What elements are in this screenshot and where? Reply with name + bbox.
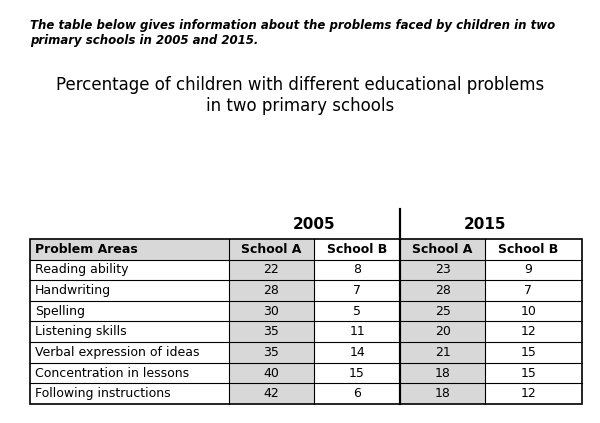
Bar xyxy=(229,363,314,383)
Bar xyxy=(400,363,485,383)
Text: 15: 15 xyxy=(349,367,365,379)
Bar xyxy=(314,363,400,383)
Bar xyxy=(485,383,571,404)
Text: School A: School A xyxy=(412,243,473,256)
Bar xyxy=(400,342,485,363)
Text: School A: School A xyxy=(241,243,302,256)
Bar xyxy=(229,321,314,342)
Text: Following instructions: Following instructions xyxy=(35,387,170,400)
Text: 28: 28 xyxy=(263,284,280,297)
Bar xyxy=(30,301,229,321)
Text: 11: 11 xyxy=(349,325,365,338)
Bar xyxy=(314,239,400,260)
Text: 5: 5 xyxy=(353,305,361,318)
Bar xyxy=(400,383,485,404)
Bar xyxy=(30,239,582,404)
Bar xyxy=(30,239,229,260)
Bar xyxy=(314,260,400,280)
Bar xyxy=(485,280,571,301)
Text: Spelling: Spelling xyxy=(35,305,85,318)
Text: Percentage of children with different educational problems
in two primary school: Percentage of children with different ed… xyxy=(56,76,544,115)
Text: School B: School B xyxy=(498,243,559,256)
Text: 23: 23 xyxy=(435,264,451,276)
Bar xyxy=(485,239,571,260)
Text: 18: 18 xyxy=(434,387,451,400)
Text: 10: 10 xyxy=(520,305,536,318)
Text: 15: 15 xyxy=(520,367,536,379)
Bar xyxy=(314,280,400,301)
Text: 12: 12 xyxy=(520,325,536,338)
Text: 35: 35 xyxy=(263,325,280,338)
Text: 14: 14 xyxy=(349,346,365,359)
Bar xyxy=(400,321,485,342)
Bar xyxy=(314,321,400,342)
Text: 2005: 2005 xyxy=(293,217,335,232)
Text: 7: 7 xyxy=(353,284,361,297)
Bar xyxy=(229,260,314,280)
Text: 15: 15 xyxy=(520,346,536,359)
Bar xyxy=(485,321,571,342)
Text: 18: 18 xyxy=(434,367,451,379)
Text: Concentration in lessons: Concentration in lessons xyxy=(35,367,189,379)
Bar xyxy=(485,342,571,363)
Text: Reading ability: Reading ability xyxy=(35,264,128,276)
Bar xyxy=(400,280,485,301)
Bar xyxy=(485,363,571,383)
Text: 30: 30 xyxy=(263,305,280,318)
Bar xyxy=(400,239,485,260)
Bar xyxy=(30,363,229,383)
Text: 6: 6 xyxy=(353,387,361,400)
Text: Problem Areas: Problem Areas xyxy=(35,243,137,256)
Text: 9: 9 xyxy=(524,264,532,276)
Bar xyxy=(314,383,400,404)
Text: Verbal expression of ideas: Verbal expression of ideas xyxy=(35,346,199,359)
Bar xyxy=(30,321,229,342)
Text: 22: 22 xyxy=(263,264,280,276)
Text: School B: School B xyxy=(327,243,387,256)
Text: 25: 25 xyxy=(434,305,451,318)
Bar xyxy=(229,280,314,301)
Bar xyxy=(229,301,314,321)
Text: 35: 35 xyxy=(263,346,280,359)
Bar xyxy=(314,301,400,321)
Bar xyxy=(485,260,571,280)
Text: 28: 28 xyxy=(434,284,451,297)
Bar xyxy=(229,239,314,260)
Text: 8: 8 xyxy=(353,264,361,276)
Text: 7: 7 xyxy=(524,284,532,297)
Text: 20: 20 xyxy=(434,325,451,338)
Text: Handwriting: Handwriting xyxy=(35,284,111,297)
Text: 42: 42 xyxy=(263,387,280,400)
Bar xyxy=(400,301,485,321)
Bar xyxy=(30,383,229,404)
Bar xyxy=(485,301,571,321)
Bar xyxy=(314,342,400,363)
Bar xyxy=(30,342,229,363)
Text: The table below gives information about the problems faced by children in two
pr: The table below gives information about … xyxy=(30,19,555,47)
Bar xyxy=(30,260,229,280)
Text: 40: 40 xyxy=(263,367,280,379)
Bar xyxy=(30,280,229,301)
Text: 21: 21 xyxy=(435,346,451,359)
Text: 12: 12 xyxy=(520,387,536,400)
Text: Listening skills: Listening skills xyxy=(35,325,127,338)
Bar xyxy=(229,342,314,363)
Bar xyxy=(400,260,485,280)
Text: 2015: 2015 xyxy=(464,217,506,232)
Bar xyxy=(229,383,314,404)
